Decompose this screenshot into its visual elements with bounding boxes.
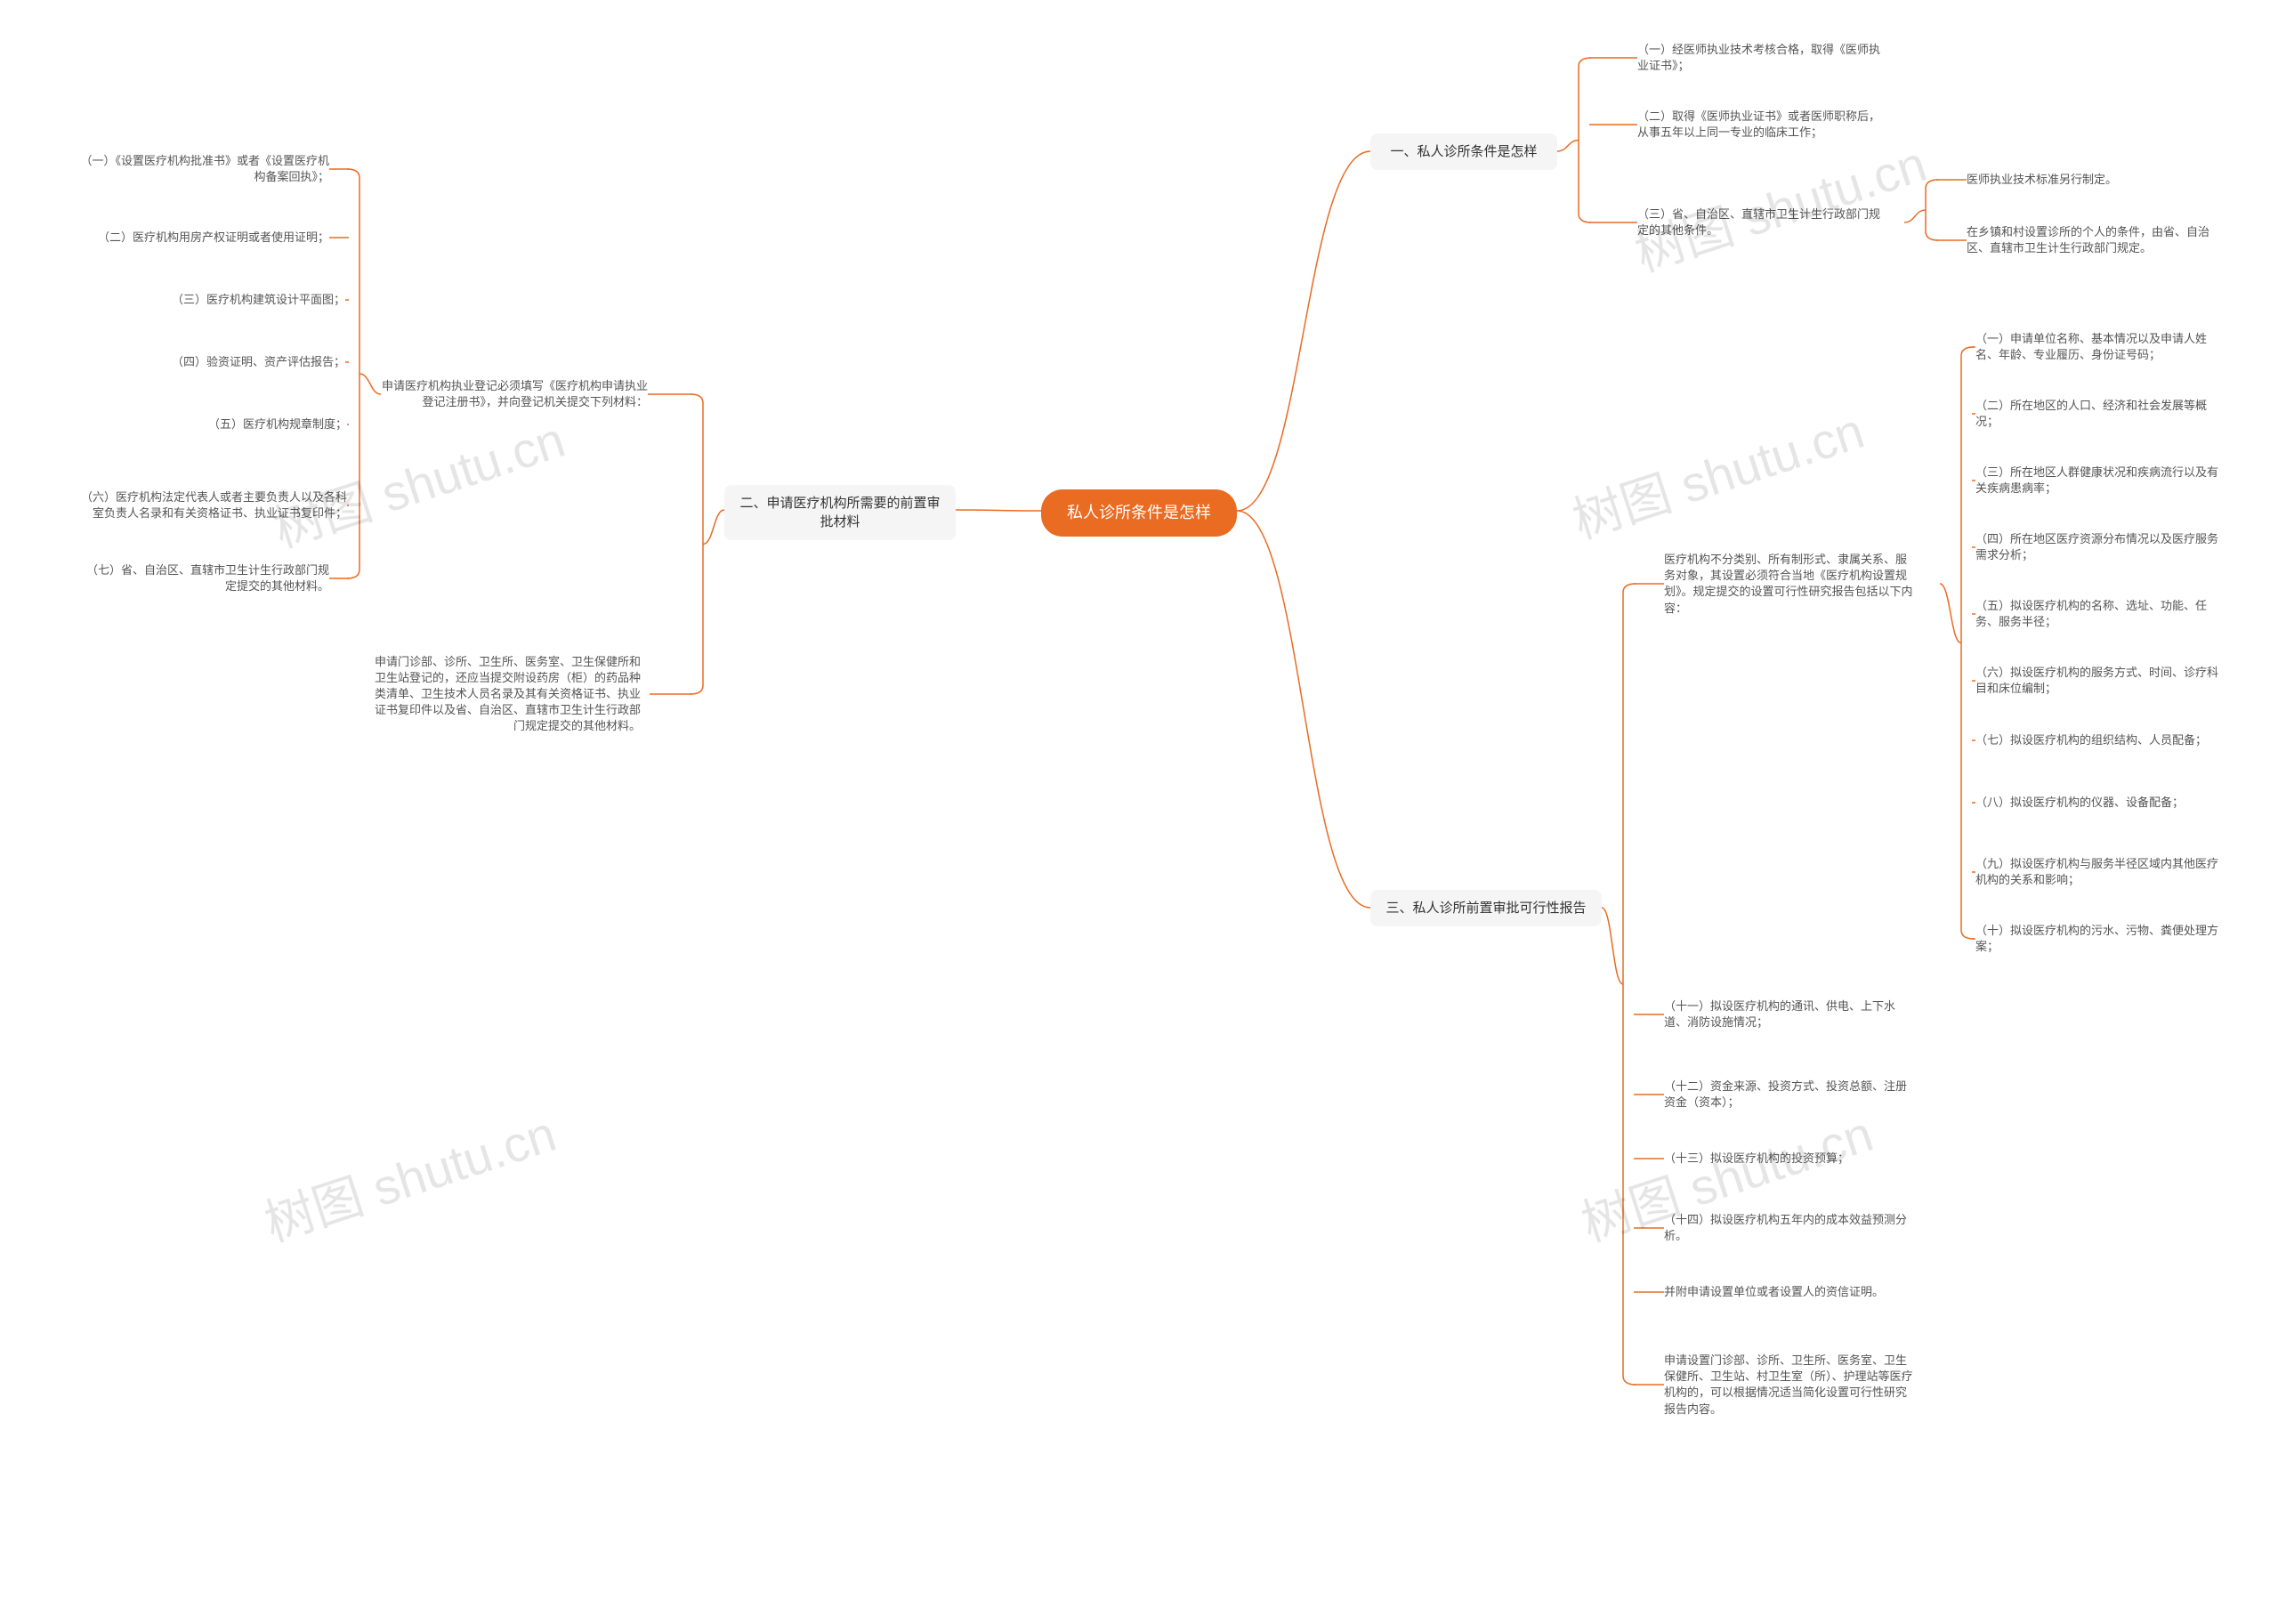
b3c2: （十一）拟设医疗机构的通讯、供电、上下水道、消防设施情况； xyxy=(1664,997,1913,1032)
b2c1d: （四）验资证明、资产评估报告； xyxy=(149,351,345,373)
b3c7: 申请设置门诊部、诊所、卫生所、医务室、卫生保健所、卫生站、村卫生室（所）、护理站… xyxy=(1664,1353,1913,1418)
b3c3: （十二）资金来源、投资方式、投资总额、注册资金（资本）； xyxy=(1664,1077,1913,1112)
b2c1g: （七）省、自治区、直辖市卫生计生行政部门规定提交的其他材料。 xyxy=(80,561,329,596)
b1: 一、私人诊所条件是怎样 xyxy=(1370,133,1557,170)
b2c2: 申请门诊部、诊所、卫生所、医务室、卫生保健所和卫生站登记的，还应当提交附设药房（… xyxy=(374,641,641,747)
b3c1g: （七）拟设医疗机构的组织结构、人员配备； xyxy=(1975,730,2225,751)
b3c1f: （六）拟设医疗机构的服务方式、时间、诊疗科目和床位编制； xyxy=(1975,663,2225,699)
watermark: 树图 shutu.cn xyxy=(254,1095,564,1256)
b3: 三、私人诊所前置审批可行性报告 xyxy=(1370,890,1602,926)
b1c3a: 医师执业技术标准另行制定。 xyxy=(1967,169,2162,190)
b3c1c: （三）所在地区人群健康状况和疾病流行以及有关疾病患病率； xyxy=(1975,463,2225,498)
b2c1b: （二）医疗机构用房产权证明或者使用证明； xyxy=(80,227,329,248)
watermark: 树图 shutu.cn xyxy=(1563,392,1872,553)
b3c1: 医疗机构不分类别、所有制形式、隶属关系、服务对象，其设置必须符合当地《医疗机构设… xyxy=(1664,552,1913,617)
b3c1a: （一）申请单位名称、基本情况以及申请人姓名、年龄、专业履历、身份证号码； xyxy=(1975,329,2225,365)
b3c1b: （二）所在地区的人口、经济和社会发展等概况； xyxy=(1975,396,2225,432)
b1c2: （二）取得《医师执业证书》或者医师职称后，从事五年以上同一专业的临床工作； xyxy=(1637,107,1886,142)
b2c1c: （三）医疗机构建筑设计平面图； xyxy=(149,289,345,311)
b3c1e: （五）拟设医疗机构的名称、选址、功能、任务、服务半径； xyxy=(1975,596,2225,632)
b1c1: （一）经医师执业技术考核合格，取得《医师执业证书》； xyxy=(1637,40,1886,76)
b2c1e: （五）医疗机构规章制度； xyxy=(187,414,347,435)
b3c1h: （八）拟设医疗机构的仪器、设备配备； xyxy=(1975,792,2225,813)
b2: 二、申请医疗机构所需要的前置审批材料 xyxy=(724,485,956,540)
b3c1i: （九）拟设医疗机构与服务半径区域内其他医疗机构的关系和影响； xyxy=(1975,854,2225,890)
b2c1f: （六）医疗机构法定代表人或者主要负责人以及各科室负责人名录和有关资格证书、执业证… xyxy=(80,481,347,530)
b2c1a: （一）《设置医疗机构批准书》或者《设置医疗机构备案回执》； xyxy=(80,151,329,187)
b1c3b: 在乡镇和村设置诊所的个人的条件，由省、自治区、直辖市卫生计生行政部门规定。 xyxy=(1967,222,2216,258)
b1c3: （三）省、自治区、直辖市卫生计生行政部门规定的其他条件。 xyxy=(1637,205,1886,240)
b3c1j: （十）拟设医疗机构的污水、污物、粪便处理方案； xyxy=(1975,921,2225,957)
root-node: 私人诊所条件是怎样 xyxy=(1041,489,1237,537)
edges-layer xyxy=(0,0,2278,1624)
b3c5: （十四）拟设医疗机构五年内的成本效益预测分析。 xyxy=(1664,1210,1913,1246)
b2c1: 申请医疗机构执业登记必须填写《医疗机构申请执业登记注册书》，并向登记机关提交下列… xyxy=(381,369,648,419)
b3c6: 并附申请设置单位或者设置人的资信证明。 xyxy=(1664,1281,1913,1303)
b3c4: （十三）拟设医疗机构的投资预算； xyxy=(1664,1148,1895,1169)
b3c1d: （四）所在地区医疗资源分布情况以及医疗服务需求分析； xyxy=(1975,529,2225,565)
